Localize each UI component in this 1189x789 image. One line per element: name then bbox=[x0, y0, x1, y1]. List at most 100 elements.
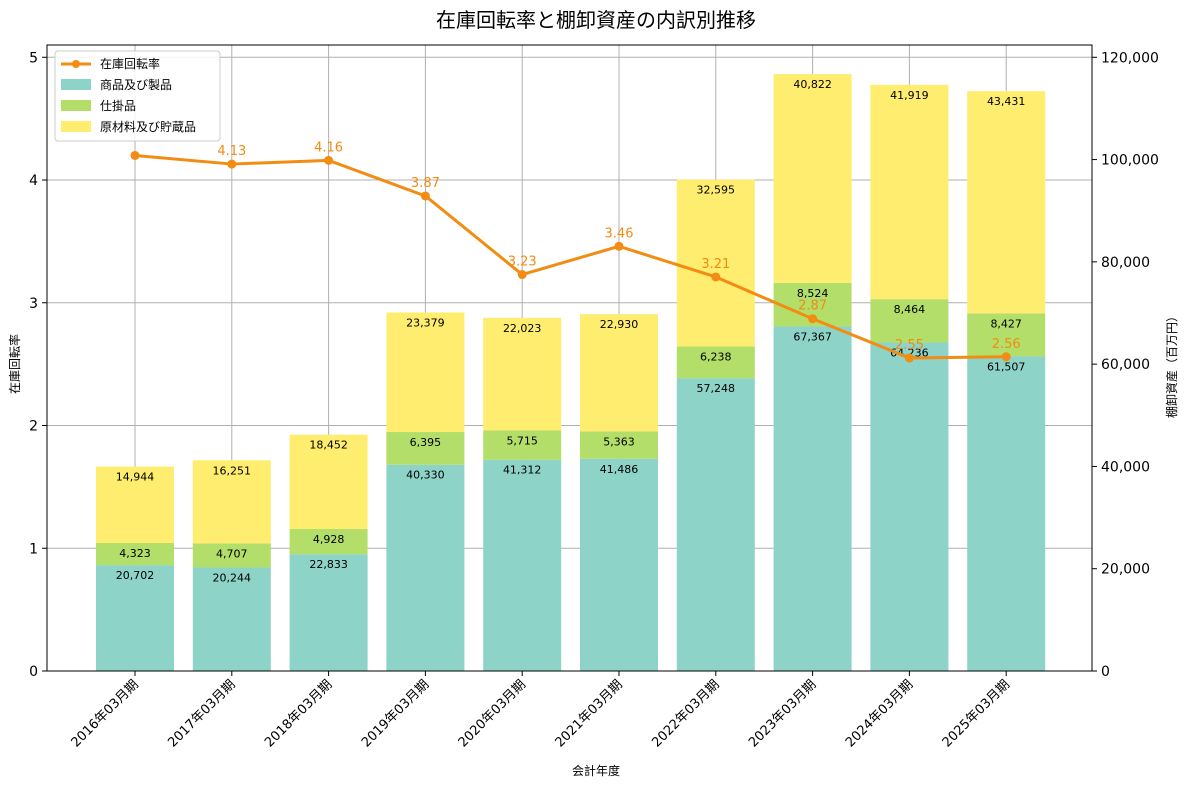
bar-segment bbox=[870, 84, 949, 300]
bar-value-label: 22,833 bbox=[309, 558, 348, 571]
turnover-point bbox=[227, 159, 237, 169]
turnover-point bbox=[808, 314, 818, 324]
turnover-value-label: 2.56 bbox=[992, 337, 1021, 352]
x-tick-label: 2016年03月期 bbox=[69, 677, 142, 750]
bar-segment bbox=[870, 299, 949, 343]
chart-title: 在庫回転率と棚卸資産の内訳別推移 bbox=[436, 8, 756, 32]
turnover-point bbox=[1001, 352, 1011, 362]
bar-value-label: 32,595 bbox=[697, 184, 736, 197]
turnover-point bbox=[517, 270, 527, 280]
bar-value-label: 22,930 bbox=[600, 318, 639, 331]
turnover-point bbox=[420, 191, 430, 201]
y-right-tick-label: 0 bbox=[1101, 664, 1110, 680]
x-tick-label: 2017年03月期 bbox=[165, 677, 238, 750]
bar-value-label: 6,238 bbox=[700, 350, 732, 363]
bar-segment bbox=[192, 567, 271, 671]
bar-value-label: 4,928 bbox=[313, 533, 345, 546]
x-tick-label: 2023年03月期 bbox=[746, 677, 819, 750]
y-left-tick-label: 1 bbox=[29, 541, 38, 557]
bar-value-label: 16,251 bbox=[213, 464, 252, 477]
y-left-tick-label: 5 bbox=[29, 50, 38, 66]
bar-value-label: 41,919 bbox=[890, 89, 929, 102]
y-right-tick-label: 60,000 bbox=[1101, 357, 1150, 373]
bar-value-label: 5,363 bbox=[603, 435, 635, 448]
bar-segment bbox=[96, 565, 174, 671]
bar-value-label: 20,702 bbox=[116, 569, 155, 582]
legend-label: 商品及び製品 bbox=[100, 77, 172, 92]
bar-value-label: 4,707 bbox=[216, 547, 248, 560]
bar-segment bbox=[967, 356, 1046, 671]
bar-segment bbox=[676, 179, 755, 347]
y-right-tick-label: 40,000 bbox=[1101, 459, 1150, 475]
turnover-value-label: 4.16 bbox=[314, 140, 343, 155]
bar-segment bbox=[870, 342, 949, 671]
bar-segment bbox=[289, 554, 368, 671]
legend-label: 仕掛品 bbox=[100, 98, 136, 113]
bar-segment bbox=[773, 326, 852, 671]
bar-segment bbox=[96, 466, 174, 544]
bar-value-label: 18,452 bbox=[309, 439, 348, 452]
y-right-tick-label: 80,000 bbox=[1101, 255, 1150, 271]
bar-value-label: 43,431 bbox=[987, 95, 1026, 108]
bar-value-label: 41,486 bbox=[600, 463, 639, 476]
bar-segment bbox=[192, 460, 271, 544]
turnover-value-label: 2.55 bbox=[895, 338, 924, 353]
bar-value-label: 5,715 bbox=[506, 434, 538, 447]
legend-swatch bbox=[61, 121, 91, 132]
turnover-value-label: 3.23 bbox=[508, 255, 537, 270]
bar-value-label: 64,236 bbox=[890, 346, 929, 359]
turnover-point bbox=[130, 150, 140, 160]
y-right-tick-label: 20,000 bbox=[1101, 562, 1150, 578]
bar-segment bbox=[289, 434, 368, 530]
bar-segment bbox=[967, 91, 1046, 314]
x-tick-label: 2018年03月期 bbox=[262, 677, 335, 750]
bar-segment bbox=[483, 317, 562, 431]
bar-segment bbox=[676, 346, 755, 379]
turnover-value-label: 3.87 bbox=[411, 176, 440, 191]
y-right-tick-label: 120,000 bbox=[1101, 50, 1159, 66]
bar-value-label: 6,395 bbox=[410, 436, 442, 449]
turnover-point bbox=[614, 241, 624, 251]
bar-value-label: 4,323 bbox=[119, 547, 151, 560]
bar-segment bbox=[580, 314, 658, 432]
bar-value-label: 20,244 bbox=[213, 571, 252, 584]
x-tick-label: 2020年03月期 bbox=[456, 677, 529, 750]
turnover-point bbox=[904, 353, 914, 363]
y-right-tick-label: 100,000 bbox=[1101, 153, 1159, 169]
bar-segment bbox=[773, 74, 852, 283]
y-left-tick-label: 4 bbox=[29, 173, 38, 189]
bar-segment bbox=[386, 464, 465, 671]
bar-value-label: 67,367 bbox=[793, 330, 832, 343]
x-tick-label: 2019年03月期 bbox=[359, 677, 432, 750]
bar-segment bbox=[289, 529, 368, 555]
bar-segment bbox=[386, 312, 465, 433]
bar-value-label: 23,379 bbox=[406, 316, 445, 329]
y-axis-left-label: 在庫回転率 bbox=[7, 334, 22, 394]
x-tick-label: 2021年03月期 bbox=[553, 677, 626, 750]
turnover-value-label: 3.46 bbox=[605, 226, 634, 241]
turnover-value-label: 2.87 bbox=[798, 299, 827, 314]
bar-value-label: 41,312 bbox=[503, 464, 542, 477]
bar-value-label: 57,248 bbox=[697, 382, 736, 395]
x-tick-label: 2025年03月期 bbox=[940, 677, 1013, 750]
legend-label: 在庫回転率 bbox=[100, 56, 160, 71]
bar-segment bbox=[386, 432, 465, 465]
bar-segment bbox=[580, 458, 658, 671]
bar-segment bbox=[967, 313, 1046, 357]
turnover-line bbox=[134, 153, 1007, 360]
bar-segment bbox=[483, 459, 562, 671]
bar-value-label: 8,427 bbox=[990, 317, 1022, 330]
bar-value-label: 61,507 bbox=[987, 360, 1026, 373]
legend-box bbox=[54, 50, 221, 142]
turnover-value-label: 4.13 bbox=[217, 144, 246, 159]
plot-frame bbox=[46, 44, 1093, 672]
legend-swatch bbox=[61, 100, 91, 111]
x-tick-label: 2022年03月期 bbox=[649, 677, 722, 750]
y-left-tick-label: 3 bbox=[29, 296, 38, 312]
y-left-tick-label: 0 bbox=[29, 664, 38, 680]
bar-value-label: 40,822 bbox=[793, 78, 832, 91]
turnover-value-label: 3.21 bbox=[701, 257, 730, 272]
bar-segment bbox=[96, 543, 174, 566]
